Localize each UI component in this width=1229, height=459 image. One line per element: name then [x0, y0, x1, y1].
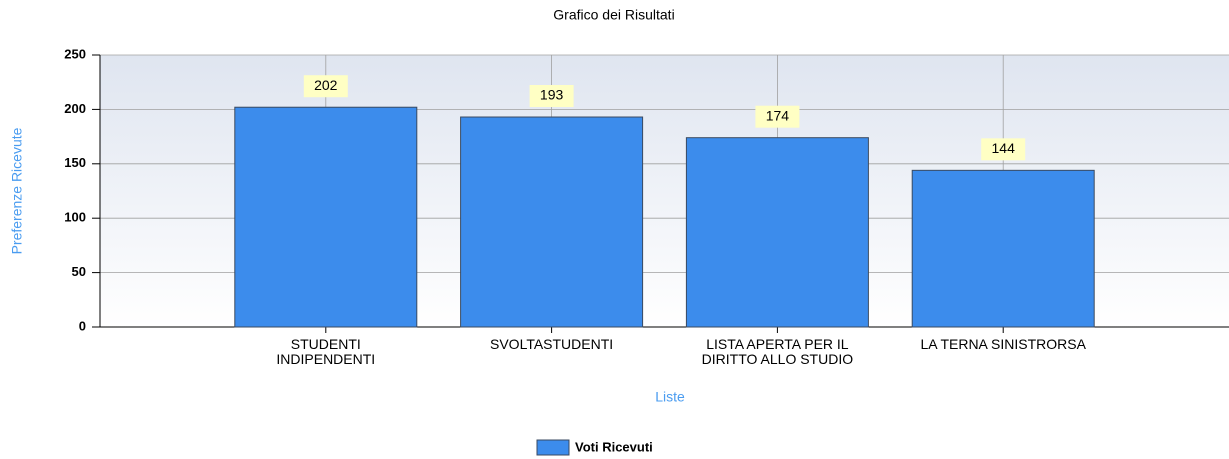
bar: [234, 106, 418, 328]
bar: [911, 169, 1095, 328]
x-tick-label: LISTA APERTA PER IL DIRITTO ALLO STUDIO: [701, 336, 854, 367]
y-tick-label: 100: [64, 210, 86, 225]
y-tick-label: 150: [64, 155, 86, 170]
value-label-box: [529, 85, 574, 108]
x-axis-label: Liste: [655, 389, 685, 405]
y-tick-label: 50: [72, 264, 86, 279]
value-label: 144: [992, 140, 1016, 156]
x-tick-label: STUDENTI INDIPENDENTI: [276, 336, 376, 367]
y-tick-label: 200: [64, 101, 86, 116]
value-label: 174: [766, 107, 790, 123]
y-tick-label: 0: [79, 318, 86, 333]
value-label-box: [981, 138, 1026, 161]
value-label-box: [303, 75, 348, 98]
value-label-box: [755, 105, 800, 128]
bar: [685, 137, 869, 328]
value-label: 193: [540, 87, 564, 103]
value-label: 202: [314, 77, 338, 93]
chart-title: Grafico dei Risultati: [553, 7, 674, 23]
bar: [460, 116, 644, 328]
y-tick-label: 250: [64, 46, 86, 61]
x-tick-label: SVOLTASTUDENTI: [490, 336, 614, 352]
legend-swatch: [536, 439, 570, 456]
y-axis-label: Preferenze Ricevute: [9, 127, 25, 254]
x-tick-label: LA TERNA SINISTRORSA: [920, 336, 1086, 352]
legend-label: Voti Ricevuti: [575, 439, 653, 454]
